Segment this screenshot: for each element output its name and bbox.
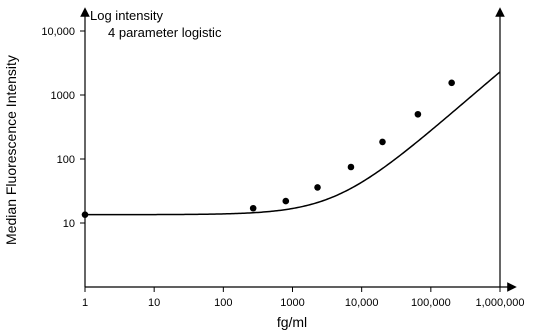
x-tick-label: 10,000 [345,297,379,309]
data-point [81,211,89,218]
axes [80,7,517,292]
data-points [81,79,455,218]
x-tick-label: 10 [148,297,160,309]
annotation-log-intensity: Log intensity [90,8,163,23]
y-tick-label: 100 [57,154,75,166]
data-point [448,79,455,87]
data-point [379,138,386,146]
annotation-model: 4 parameter logistic [108,25,222,40]
x-tick-label: 1 [82,297,88,309]
y-tick-label: 10 [63,218,75,230]
data-point [249,204,257,212]
fit-curve [85,71,501,216]
y-axis-title: Median Fluorescence Intensity [3,55,19,245]
x-axis-title: fg/ml [277,314,307,330]
y-tick-label: 10,000 [41,26,75,38]
data-point [347,163,355,171]
x-tick-label: 1,000,000 [476,297,525,309]
x-tick-label: 100,000 [411,297,451,309]
x-tick-label: 100 [214,297,232,309]
x-tick-label: 1000 [280,297,304,309]
y-ticks: 10 100 1000 10,000 [41,26,85,230]
data-point [314,184,321,191]
x-ticks: 1 10 100 1000 10,000 100,000 1,000,000 [82,287,525,309]
y-tick-label: 1000 [51,90,75,102]
data-point [414,110,422,118]
data-point [282,197,290,205]
